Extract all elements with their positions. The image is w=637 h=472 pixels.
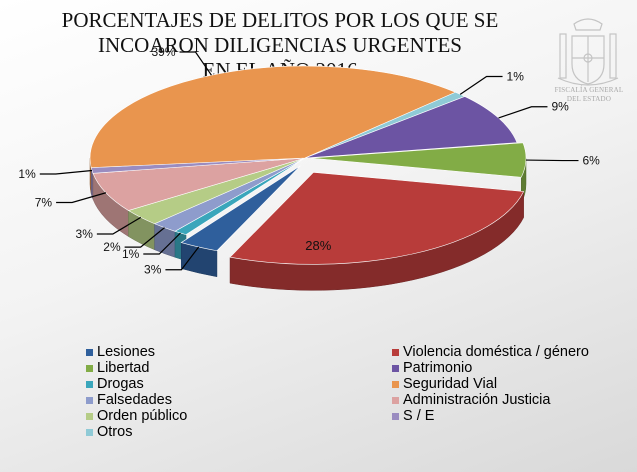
leader-line-administraci-n-justicia bbox=[56, 192, 107, 204]
chart-legend: Lesiones Violencia doméstica / género Libe… bbox=[86, 344, 606, 440]
legend-item-drogas: Drogas bbox=[86, 376, 392, 392]
legend-item-otros: Otros bbox=[86, 424, 392, 440]
leader-line-lesiones bbox=[165, 246, 200, 271]
legend-item-s-e: S / E bbox=[392, 408, 606, 424]
legend-label: Drogas bbox=[97, 376, 144, 392]
legend-label: Administración Justicia bbox=[403, 392, 551, 408]
legend-swatch bbox=[392, 396, 399, 404]
legend-item-orden-p-blico: Orden público bbox=[86, 408, 392, 424]
legend-label: Violencia doméstica / género bbox=[403, 344, 589, 360]
pie-slice-violencia-dom-stica-g-nero bbox=[229, 172, 525, 265]
data-label-falsedades: 2% bbox=[103, 240, 121, 254]
pie-slice-libertad bbox=[310, 142, 527, 178]
legend-item-falsedades: Falsedades bbox=[86, 392, 392, 408]
legend-swatch bbox=[86, 396, 93, 404]
logo-caption: FISCALÍA GENERAL DEL ESTADO bbox=[554, 86, 624, 103]
legend-item-lesiones: Lesiones bbox=[86, 344, 392, 360]
legend-swatch bbox=[86, 380, 93, 388]
legend-label: Lesiones bbox=[97, 344, 156, 360]
legend-label: Libertad bbox=[97, 360, 150, 376]
legend-item-violencia-dom-stica-g-nero: Violencia doméstica / género bbox=[392, 344, 606, 360]
data-label-seguridad-vial: 39% bbox=[151, 45, 175, 59]
data-label-orden-p-blico: 3% bbox=[76, 227, 94, 241]
legend-swatch bbox=[86, 364, 93, 372]
legend-swatch bbox=[86, 412, 93, 420]
legend-label: Seguridad Vial bbox=[403, 376, 498, 392]
data-label-administraci-n-justicia: 7% bbox=[35, 195, 53, 209]
legend-swatch bbox=[392, 380, 399, 388]
legend-item-patrimonio: Patrimonio bbox=[392, 360, 606, 376]
leader-line-libertad bbox=[525, 159, 579, 162]
pie-slice-lesiones bbox=[180, 165, 301, 252]
leader-line-seguridad-vial bbox=[179, 51, 212, 76]
legend-swatch bbox=[86, 428, 93, 436]
data-label-libertad: 6% bbox=[582, 154, 600, 168]
legend-swatch bbox=[86, 348, 93, 356]
data-label-patrimonio: 9% bbox=[551, 100, 569, 114]
legend-swatch bbox=[392, 412, 399, 420]
pie-slice-patrimonio bbox=[304, 96, 518, 159]
legend-label: Patrimonio bbox=[403, 360, 473, 376]
leader-line-orden-p-blico bbox=[96, 216, 142, 235]
legend-swatch bbox=[392, 364, 399, 372]
legend-label: Orden público bbox=[97, 408, 188, 424]
leader-line-patrimonio bbox=[498, 106, 548, 119]
pie-chart: 28%3%1%2%3%7%1%39%1%9%6% bbox=[18, 45, 600, 291]
legend-item-seguridad-vial: Seguridad Vial bbox=[392, 376, 606, 392]
legend-label: Falsedades bbox=[97, 392, 172, 408]
leader-line-falsedades bbox=[124, 227, 165, 248]
coat-of-arms-logo bbox=[557, 18, 619, 86]
leader-line-drogas bbox=[143, 232, 181, 255]
leader-line-s-e bbox=[39, 169, 93, 175]
legend-label: Otros bbox=[97, 424, 133, 440]
data-label-otros: 1% bbox=[507, 69, 525, 83]
data-label-s-e: 1% bbox=[18, 167, 36, 181]
data-label-violencia-dom-stica-g-nero: 28% bbox=[305, 238, 331, 253]
legend-item-libertad: Libertad bbox=[86, 360, 392, 376]
legend-label: S / E bbox=[403, 408, 435, 424]
legend-item-administraci-n-justicia: Administración Justicia bbox=[392, 392, 606, 408]
leader-line-otros bbox=[459, 75, 503, 95]
data-label-drogas: 1% bbox=[122, 247, 140, 261]
legend-swatch bbox=[392, 348, 399, 356]
data-label-lesiones: 3% bbox=[144, 263, 162, 277]
